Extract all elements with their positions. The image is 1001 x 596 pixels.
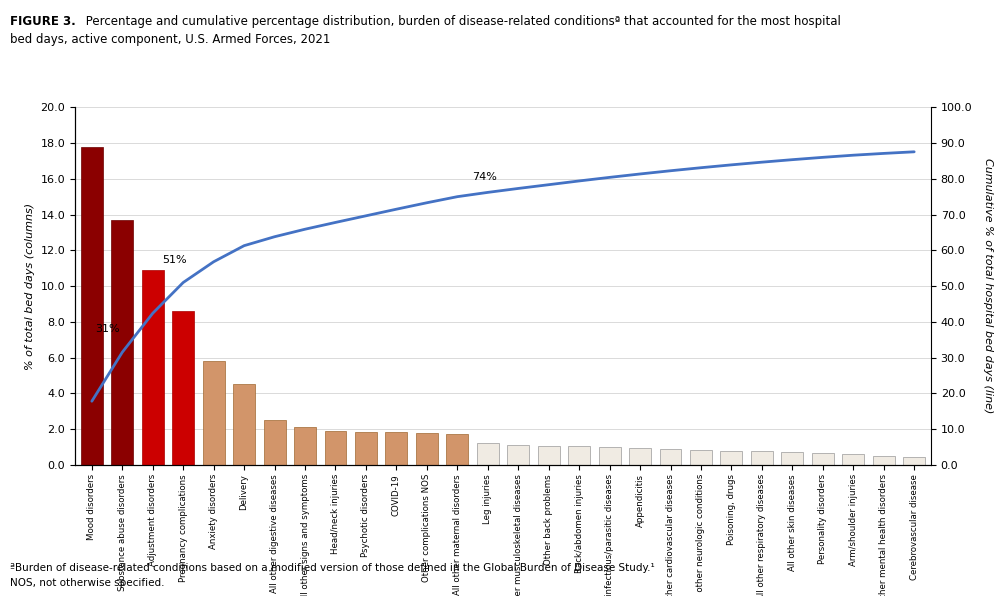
- Text: Percentage and cumulative percentage distribution, burden of disease-related con: Percentage and cumulative percentage dis…: [82, 15, 841, 28]
- Text: FIGURE 3.: FIGURE 3.: [10, 15, 76, 28]
- Bar: [476, 443, 498, 465]
- Bar: [842, 454, 864, 465]
- Bar: [111, 220, 133, 465]
- Text: 51%: 51%: [162, 254, 186, 265]
- Bar: [538, 446, 560, 465]
- Bar: [172, 311, 194, 465]
- Bar: [690, 449, 712, 465]
- Bar: [903, 457, 925, 465]
- Bar: [812, 453, 834, 465]
- Text: 31%: 31%: [95, 324, 119, 334]
- Bar: [355, 432, 377, 465]
- Text: ªBurden of disease-related conditions based on a modified version of those defin: ªBurden of disease-related conditions ba…: [10, 563, 655, 573]
- Y-axis label: Cumulative % of total hospital bed days (line): Cumulative % of total hospital bed days …: [983, 159, 993, 414]
- Bar: [508, 445, 530, 465]
- Bar: [324, 431, 346, 465]
- Bar: [660, 449, 682, 465]
- Bar: [142, 270, 164, 465]
- Text: NOS, not otherwise specified.: NOS, not otherwise specified.: [10, 578, 164, 588]
- Text: 74%: 74%: [472, 172, 497, 182]
- Bar: [385, 432, 407, 465]
- Bar: [599, 447, 621, 465]
- Bar: [233, 384, 255, 465]
- Bar: [629, 448, 651, 465]
- Bar: [294, 427, 316, 465]
- Bar: [263, 420, 285, 465]
- Bar: [81, 147, 103, 465]
- Bar: [751, 452, 773, 465]
- Bar: [415, 433, 437, 465]
- Bar: [873, 456, 895, 465]
- Bar: [569, 446, 591, 465]
- Bar: [446, 434, 468, 465]
- Text: bed days, active component, U.S. Armed Forces, 2021: bed days, active component, U.S. Armed F…: [10, 33, 330, 46]
- Bar: [721, 451, 743, 465]
- Bar: [782, 452, 804, 465]
- Bar: [202, 361, 224, 465]
- Y-axis label: % of total bed days (columns): % of total bed days (columns): [25, 203, 35, 370]
